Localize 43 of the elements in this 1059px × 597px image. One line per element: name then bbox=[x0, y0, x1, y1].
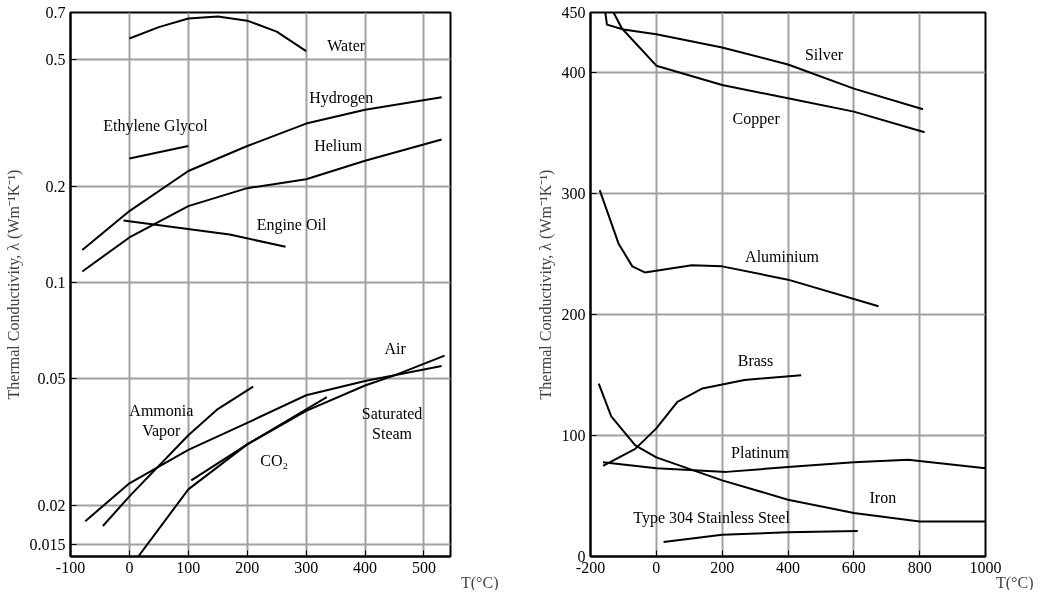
series-label: Air bbox=[384, 340, 407, 358]
series-label: Silver bbox=[804, 45, 844, 63]
series-label: Brass bbox=[737, 351, 774, 369]
y-tick-label: 450 bbox=[561, 4, 586, 21]
y-tick-label: 0.05 bbox=[37, 369, 66, 387]
y-axis-title: Thermal Conductivity, λ (Wm⁻¹K⁻¹) bbox=[4, 169, 23, 400]
series-label: Platinum bbox=[731, 443, 790, 461]
x-tick-label: 300 bbox=[294, 558, 319, 576]
series-label: Saturated Steam bbox=[361, 404, 423, 443]
x-tick-label: 100 bbox=[176, 558, 201, 576]
y-tick-label: 0.2 bbox=[45, 177, 66, 195]
y-tick-label: 200 bbox=[561, 306, 586, 324]
series-label: Type 304 Stainless Steel bbox=[633, 509, 791, 528]
y-tick-label: 0.015 bbox=[29, 536, 66, 554]
series-label: Aluminium bbox=[745, 248, 820, 266]
y-axis-title: Thermal Conductivity, λ (Wm⁻¹K⁻¹) bbox=[536, 169, 555, 400]
x-tick-label: 400 bbox=[776, 558, 800, 576]
x-tick-label: 1000 bbox=[969, 558, 1002, 576]
series-label: CO₂ bbox=[260, 451, 289, 469]
series-label: Ammonia Vapor bbox=[129, 401, 194, 440]
series-label: Ethylene Glycol bbox=[103, 117, 209, 136]
x-tick-label: 600 bbox=[841, 558, 866, 576]
series-label: Hydrogen bbox=[309, 89, 374, 108]
y-tick-label: 0.7 bbox=[45, 4, 66, 21]
x-tick-label: 800 bbox=[907, 558, 932, 576]
series-label: Helium bbox=[314, 136, 363, 154]
x-tick-label: 400 bbox=[353, 558, 378, 576]
x-tick-label: 500 bbox=[411, 558, 436, 576]
x-tick-label: 200 bbox=[235, 558, 260, 576]
y-tick-label: 300 bbox=[561, 185, 586, 203]
series-label: Copper bbox=[732, 109, 781, 128]
x-tick-label: 200 bbox=[710, 558, 735, 576]
series-label: Iron bbox=[869, 489, 897, 507]
x-tick-label: 0 bbox=[125, 558, 134, 576]
series-label: Engine Oil bbox=[256, 216, 327, 235]
y-tick-label: 0.5 bbox=[45, 50, 66, 68]
x-tick-label: -100 bbox=[55, 558, 86, 576]
series-label: Water bbox=[327, 36, 366, 54]
y-tick-label: 400 bbox=[561, 64, 586, 82]
y-tick-label: 0.1 bbox=[45, 273, 66, 291]
x-tick-label: 0 bbox=[652, 558, 661, 576]
y-tick-label: 0.02 bbox=[37, 496, 66, 514]
y-tick-label: 100 bbox=[561, 427, 586, 445]
